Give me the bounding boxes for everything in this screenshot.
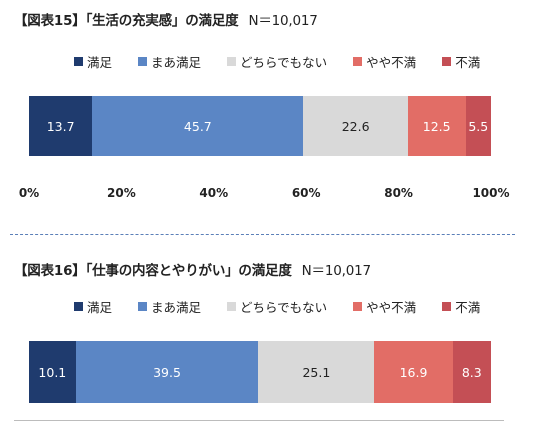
data-label: 25.1 <box>302 364 331 380</box>
chart1-stacked-bar: 13.7 45.7 22.6 12.5 5.5 <box>29 96 491 156</box>
bar-segment-manzoku: 10.1 <box>29 341 76 403</box>
bar-segment-dochira: 25.1 <box>258 341 375 403</box>
bar-segment-dochira: 22.6 <box>303 96 408 156</box>
legend-label: まあ満足 <box>151 55 202 70</box>
data-label: 12.5 <box>422 118 451 134</box>
chart2-n-label: N＝10,017 <box>301 263 371 279</box>
section-divider <box>10 234 515 235</box>
legend-swatch-maa-manzoku <box>138 302 148 311</box>
legend-swatch-fuman <box>442 57 452 66</box>
bar-segment-yaya-fuman: 16.9 <box>374 341 453 403</box>
bar-segment-maa-manzoku: 45.7 <box>92 96 304 156</box>
chart1-legend: 満足 まあ満足 どちらでもない やや不満 不満 <box>74 52 506 71</box>
x-tick-label: 40% <box>199 186 229 200</box>
legend-swatch-yaya-fuman <box>353 57 363 66</box>
legend-label: まあ満足 <box>151 300 202 315</box>
legend-label: 不満 <box>455 55 481 70</box>
bar-segment-yaya-fuman: 12.5 <box>407 96 466 156</box>
legend-item-dochira: どちらでもない <box>227 52 327 71</box>
legend-item-manzoku: 満足 <box>74 52 112 71</box>
legend-swatch-manzoku <box>74 302 83 311</box>
bar-segment-fuman: 8.3 <box>452 341 491 403</box>
chart1-title: 【図表15】「生活の充実感」の満足度 N＝10,017 <box>14 9 318 29</box>
bar-segment-manzoku: 13.7 <box>29 96 93 156</box>
chart2-baseline <box>14 420 504 421</box>
legend-item-fuman: 不満 <box>442 297 480 316</box>
legend-label: やや不満 <box>366 55 417 70</box>
legend-item-maa-manzoku: まあ満足 <box>138 297 201 316</box>
legend-item-yaya-fuman: やや不満 <box>353 297 416 316</box>
data-label: 16.9 <box>399 364 428 380</box>
data-label: 45.7 <box>183 118 212 134</box>
x-tick-label: 60% <box>291 186 321 200</box>
chart1-title-text: 【図表15】「生活の充実感」の満足度 <box>14 13 239 29</box>
legend-label: 満足 <box>87 300 113 315</box>
legend-swatch-manzoku <box>74 57 83 66</box>
data-label: 10.1 <box>38 364 67 380</box>
legend-item-dochira: どちらでもない <box>227 297 327 316</box>
data-label: 39.5 <box>153 364 181 380</box>
legend-label: どちらでもない <box>240 300 328 315</box>
x-tick-label: 20% <box>107 186 136 200</box>
legend-item-manzoku: 満足 <box>74 297 112 316</box>
x-tick-label: 0% <box>18 186 40 200</box>
legend-label: 満足 <box>87 55 113 70</box>
legend-swatch-fuman <box>442 302 452 311</box>
legend-item-fuman: 不満 <box>442 52 480 71</box>
chart2-legend: 満足 まあ満足 どちらでもない やや不満 不満 <box>74 297 506 316</box>
bar-segment-maa-manzoku: 39.5 <box>75 341 259 403</box>
legend-swatch-dochira <box>227 57 237 66</box>
chart2-stacked-bar: 10.1 39.5 25.1 16.9 8.3 <box>29 341 491 403</box>
chart1-n-label: N＝10,017 <box>248 13 318 29</box>
legend-item-maa-manzoku: まあ満足 <box>138 52 201 71</box>
data-label: 22.6 <box>341 118 370 134</box>
legend-swatch-yaya-fuman <box>353 302 363 311</box>
legend-label: どちらでもない <box>240 55 328 70</box>
chart2-title-text: 【図表16】「仕事の内容とやりがい」の満足度 <box>14 263 292 279</box>
legend-label: 不満 <box>455 300 481 315</box>
legend-item-yaya-fuman: やや不満 <box>353 52 416 71</box>
legend-swatch-dochira <box>227 302 237 311</box>
legend-label: やや不満 <box>366 300 417 315</box>
chart1-x-axis: 0% 20% 40% 60% 80% 100% <box>19 186 510 202</box>
x-tick-label: 100% <box>472 186 510 200</box>
data-label: 8.3 <box>461 364 482 380</box>
x-tick-label: 80% <box>384 186 413 200</box>
bar-segment-fuman: 5.5 <box>465 96 491 156</box>
data-label: 5.5 <box>468 118 489 134</box>
chart2-title: 【図表16】「仕事の内容とやりがい」の満足度 N＝10,017 <box>14 259 371 279</box>
legend-swatch-maa-manzoku <box>138 57 148 66</box>
data-label: 13.7 <box>46 118 75 134</box>
